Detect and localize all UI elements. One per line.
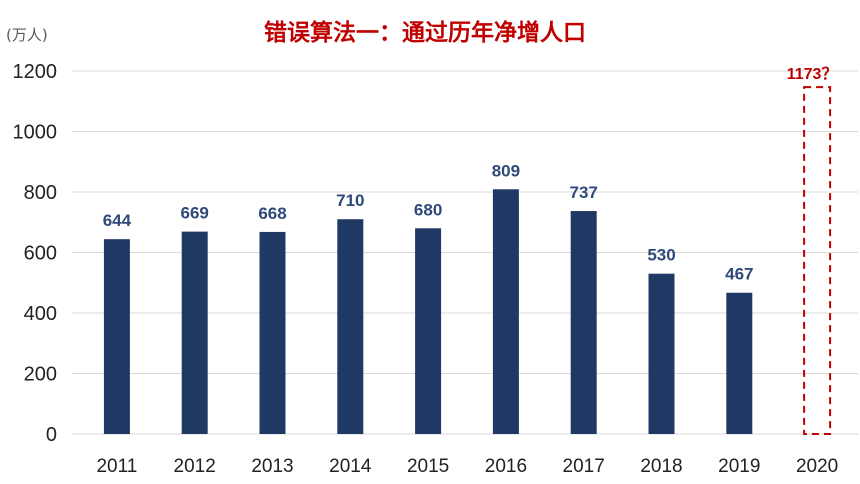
bar-2015 [415, 228, 442, 434]
y-tick-label: 600 [24, 243, 57, 265]
x-tick-label-2012: 2012 [174, 456, 216, 477]
x-tick-label-2017: 2017 [563, 456, 605, 477]
bar-2014 [337, 219, 364, 434]
y-tick-label: 200 [24, 364, 57, 386]
data-label-2011: 644 [103, 211, 132, 230]
bar-2019 [726, 292, 753, 434]
data-label-2018: 530 [647, 246, 675, 265]
bar-2011 [103, 239, 130, 434]
estimate-group: 1173？ [787, 66, 838, 435]
y-tick-label: 1000 [13, 122, 58, 144]
bar-2017 [570, 211, 597, 434]
data-label-2019: 467 [725, 265, 753, 284]
data-label-2015: 680 [414, 200, 442, 219]
bar-2012 [181, 231, 208, 434]
bar-2013 [259, 231, 286, 434]
data-labels: 644 669 668 710 680 809 737 530 467 [103, 161, 754, 283]
chart-title: 错误算法一：通过历年净增人口 [264, 19, 586, 46]
x-tick-label-2011: 2011 [96, 456, 137, 477]
data-label-2013: 668 [258, 204, 286, 223]
data-label-2012: 669 [181, 204, 209, 223]
y-tick-label: 800 [24, 182, 57, 204]
y-tick-label: 0 [46, 424, 57, 446]
x-tick-label-2015: 2015 [407, 456, 449, 477]
x-tick-label-2018: 2018 [640, 456, 682, 477]
estimate-label: 1173？ [787, 66, 838, 83]
data-label-2016: 809 [492, 161, 520, 180]
x-tick-label-2014: 2014 [329, 456, 372, 477]
bar-estimate-2020 [803, 86, 832, 435]
bar-2016 [492, 189, 519, 434]
data-label-2014: 710 [336, 191, 364, 210]
y-tick-label: 1200 [13, 61, 58, 83]
bars [103, 189, 753, 434]
x-tick-label-2013: 2013 [251, 456, 293, 477]
data-label-2017: 737 [570, 183, 598, 202]
y-tick-label: 400 [24, 303, 57, 325]
y-axis-unit-label: (万人) [6, 26, 48, 44]
bar-2018 [648, 273, 675, 434]
x-axis-ticks: 2011 2012 2013 2014 2015 2016 2017 2018 2019 2020 [96, 456, 838, 477]
x-tick-label-2016: 2016 [485, 456, 527, 477]
x-tick-label-2020: 2020 [796, 456, 838, 477]
x-tick-label-2019: 2019 [718, 456, 760, 477]
y-axis-ticks: 0 200 400 600 800 1000 1200 [13, 61, 58, 446]
